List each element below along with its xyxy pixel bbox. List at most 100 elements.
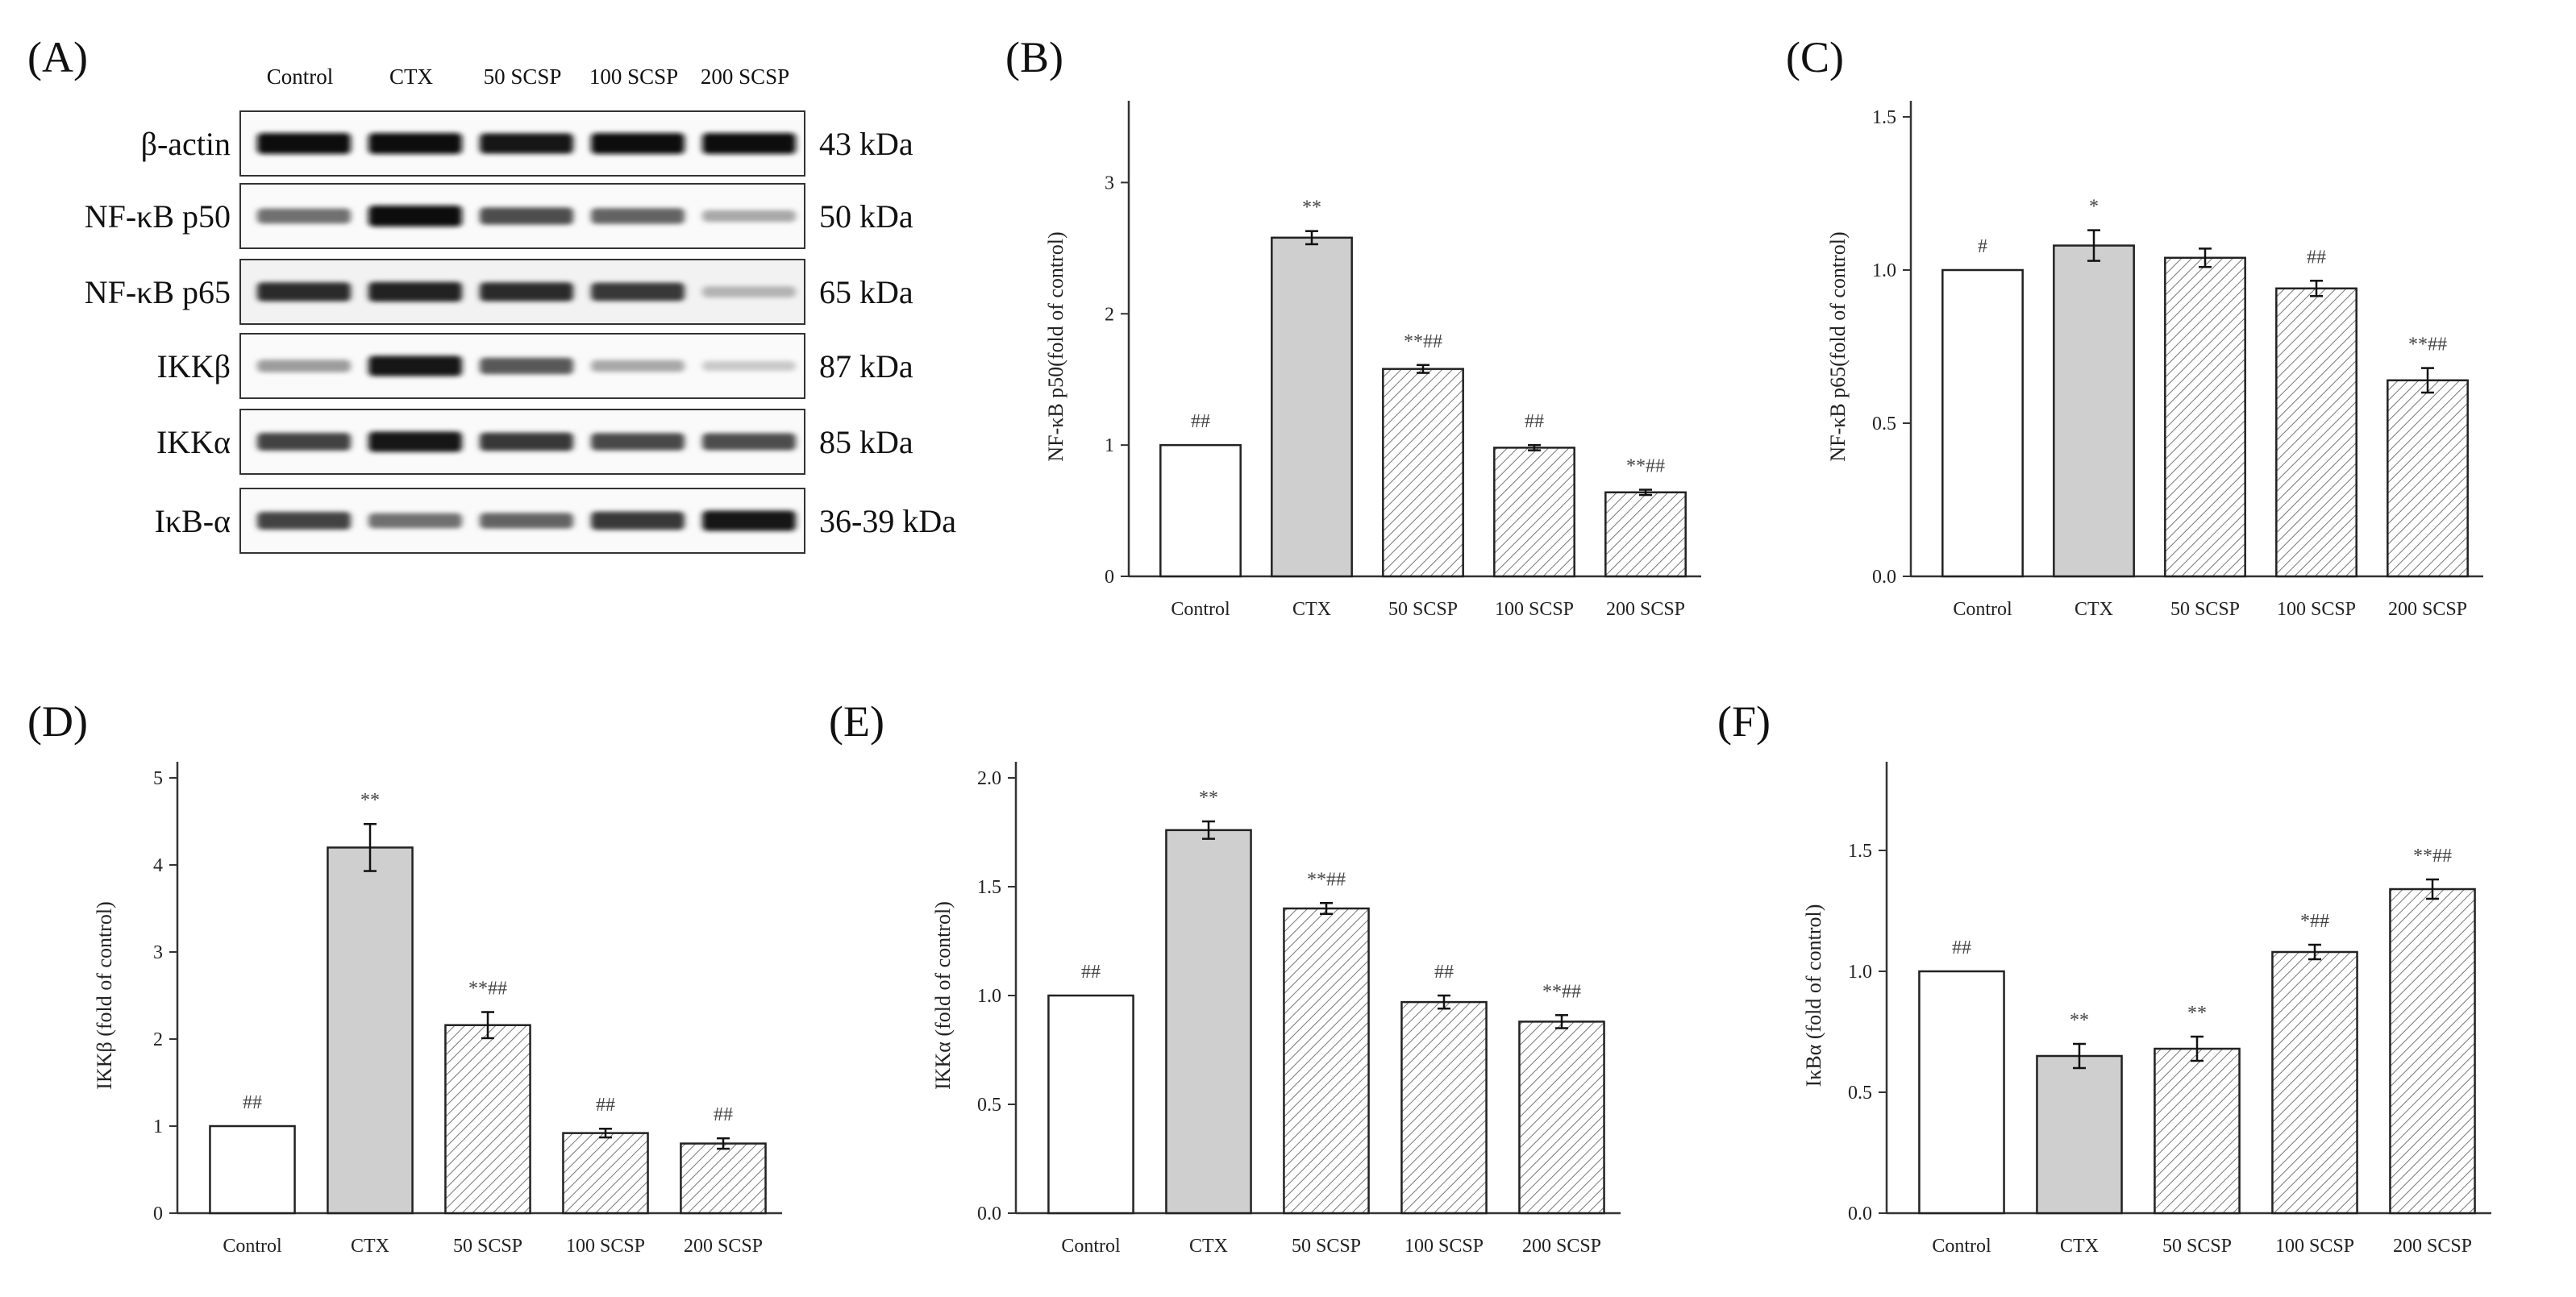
- significance-label: ##: [1434, 962, 1454, 983]
- blot-band: [368, 133, 462, 154]
- error-bar: [717, 1137, 730, 1150]
- bar: [2053, 244, 2135, 578]
- blot-row: IKKα 85 kDa: [156, 409, 913, 475]
- chart-ikba: 0.0 0.5 1.0 1.5 IκBα (fold of control) ## Cont…: [1758, 734, 2516, 1290]
- x-tick-label: 200 SCSP: [1606, 599, 1685, 620]
- significance-label: **: [1199, 788, 1218, 809]
- blot-band: [257, 512, 351, 530]
- significance-label: **##: [2408, 335, 2447, 355]
- panel-letter-f: (F): [1717, 697, 1771, 746]
- significance-label: **##: [1404, 331, 1442, 352]
- chart-nfkb-p65: 0.0 0.5 1.0 1.5 NF-κB p65(fold of control) # C…: [1782, 73, 2507, 653]
- significance-label: ##: [2307, 247, 2326, 268]
- error-bar: [2087, 229, 2100, 262]
- bar: [1941, 268, 2024, 578]
- blot-band: [480, 133, 573, 154]
- x-tick-label: 50 SCSP: [1292, 1236, 1361, 1257]
- blot-band: [480, 207, 573, 225]
- blot-protein-label: IκB-α: [155, 503, 231, 539]
- bar: [209, 1124, 296, 1215]
- bar: [2389, 888, 2476, 1215]
- x-tick-label: 50 SCSP: [1388, 599, 1458, 620]
- blot-protein-label: NF-κB p50: [85, 198, 231, 235]
- error-bar: [1639, 488, 1652, 497]
- blot-band: [591, 282, 685, 301]
- y-tick-label: 3: [153, 942, 163, 963]
- x-tick-label: 100 SCSP: [566, 1236, 645, 1257]
- significance-label: ##: [1525, 411, 1544, 432]
- chart-ikkb-svg: 0 1 2 3 4 5 IKKβ (fold of control) ## Control ** C…: [93, 762, 782, 1257]
- error-bar: [1202, 820, 1215, 840]
- bar: [1382, 368, 1464, 578]
- bar: [2275, 287, 2358, 578]
- significance-label: **: [2070, 1010, 2089, 1031]
- significance-label: ##: [243, 1092, 262, 1113]
- x-tick-label: Control: [1932, 1236, 1991, 1257]
- significance-label: ##: [596, 1095, 615, 1116]
- error-bar: [2199, 247, 2212, 268]
- blot-band: [702, 133, 796, 154]
- error-bar: [1417, 364, 1429, 374]
- blot-mw-label: 36-39 kDa: [819, 503, 956, 539]
- error-bar: [1320, 902, 1333, 915]
- significance-label: **##: [2413, 846, 2452, 867]
- blot-lane-label: 200 SCSP: [701, 64, 789, 89]
- x-tick-label: 200 SCSP: [2388, 599, 2467, 620]
- significance-label: **: [1302, 197, 1321, 218]
- blot-lane-label: CTX: [389, 64, 434, 89]
- significance-label: #: [1978, 236, 1987, 257]
- error-bar: [364, 822, 377, 872]
- y-axis-label: NF-κB p50(fold of control): [1044, 231, 1067, 461]
- blot-band: [480, 357, 573, 375]
- y-tick-label: 0: [1105, 567, 1114, 588]
- x-tick-label: CTX: [351, 1236, 389, 1257]
- blot-protein-label: IKKα: [156, 424, 231, 460]
- x-tick-label: 50 SCSP: [453, 1236, 522, 1257]
- y-tick-label: 0.0: [1872, 567, 1896, 588]
- bar: [1400, 1000, 1488, 1215]
- y-tick-label: 1.5: [1848, 841, 1872, 862]
- y-tick-label: 1: [153, 1116, 163, 1137]
- error-bar: [481, 1011, 494, 1040]
- chart-ikkb: 0 1 2 3 4 5 IKKβ (fold of control) ## Control ** C…: [48, 734, 806, 1290]
- significance-label: **##: [1626, 456, 1665, 477]
- error-bar: [1305, 230, 1318, 246]
- bar: [562, 1132, 649, 1215]
- bar: [1283, 907, 1370, 1215]
- y-tick-label: 0.5: [1872, 414, 1896, 434]
- blot-mw-label: 50 kDa: [819, 198, 913, 235]
- panel-letter-c: (C): [1786, 33, 1844, 81]
- significance-label: **: [360, 790, 380, 811]
- blot-lane-label: Control: [267, 64, 334, 89]
- error-bar: [2191, 1035, 2204, 1062]
- error-bar: [2308, 943, 2321, 961]
- y-tick-label: 3: [1105, 173, 1114, 193]
- blot-band: [368, 206, 462, 227]
- significance-label: ##: [1191, 411, 1210, 432]
- error-bar: [2421, 367, 2434, 394]
- chart-nfkb-p50: 0 1 2 3 NF-κB p50(fold of control) ## Control *…: [1000, 73, 1725, 653]
- x-tick-label: 100 SCSP: [1405, 1236, 1484, 1257]
- x-tick-label: CTX: [2075, 599, 2113, 620]
- blot-band: [480, 432, 573, 451]
- x-tick-label: Control: [1061, 1236, 1121, 1257]
- y-tick-label: 1.0: [1848, 962, 1872, 983]
- y-axis-label: IκBα (fold of control): [1802, 904, 1825, 1087]
- blot-lane-label: 50 SCSP: [484, 64, 562, 89]
- bar: [2036, 1054, 2123, 1215]
- significance-label: *##: [2300, 911, 2329, 932]
- blot-band: [257, 282, 351, 301]
- y-tick-label: 1: [1105, 435, 1114, 456]
- y-tick-label: 1.5: [977, 877, 1001, 898]
- blot-row: β-actin 43 kDa: [141, 110, 913, 177]
- blot-band: [368, 355, 462, 376]
- error-bar: [2073, 1042, 2086, 1070]
- x-tick-label: 50 SCSP: [2162, 1236, 2232, 1257]
- blot-band: [591, 208, 685, 224]
- error-bar: [1528, 443, 1541, 451]
- y-axis-label: IKKβ (fold of control): [93, 901, 116, 1089]
- blot-mw-label: 65 kDa: [819, 274, 913, 310]
- bar: [1518, 1021, 1605, 1215]
- blot-mw-label: 85 kDa: [819, 424, 913, 460]
- x-tick-label: Control: [1953, 599, 2012, 620]
